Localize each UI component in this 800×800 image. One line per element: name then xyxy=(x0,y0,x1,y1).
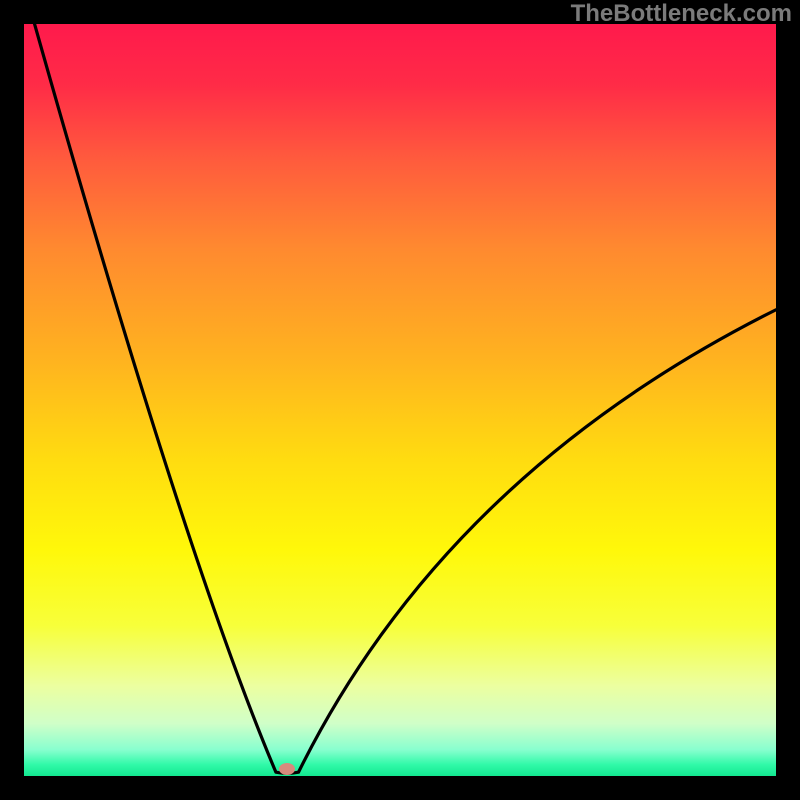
optimum-marker xyxy=(277,761,297,776)
plot-svg xyxy=(24,24,776,776)
gradient-background xyxy=(24,24,776,776)
plot-area xyxy=(24,24,776,776)
watermark-text: TheBottleneck.com xyxy=(571,0,792,28)
chart-root: { "canvas": { "width": 800, "height": 80… xyxy=(0,0,800,800)
optimum-marker-shape xyxy=(279,763,295,775)
